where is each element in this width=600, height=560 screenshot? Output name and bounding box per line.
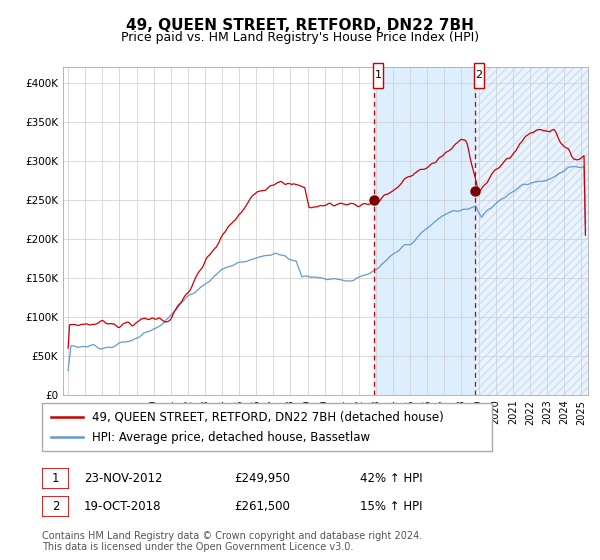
Text: 2: 2: [52, 500, 59, 514]
Text: HPI: Average price, detached house, Bassetlaw: HPI: Average price, detached house, Bass…: [92, 431, 370, 444]
Bar: [475, 67, 588, 395]
Text: £249,950: £249,950: [234, 472, 290, 486]
Text: 49, QUEEN STREET, RETFORD, DN22 7BH: 49, QUEEN STREET, RETFORD, DN22 7BH: [126, 18, 474, 33]
Text: 1: 1: [374, 71, 382, 81]
FancyBboxPatch shape: [373, 63, 383, 88]
Text: 23-NOV-2012: 23-NOV-2012: [84, 472, 163, 486]
Bar: [374, 67, 475, 395]
Text: 19-OCT-2018: 19-OCT-2018: [84, 500, 161, 514]
FancyBboxPatch shape: [474, 63, 484, 88]
Text: £261,500: £261,500: [234, 500, 290, 514]
Text: 2: 2: [475, 71, 482, 81]
Text: 15% ↑ HPI: 15% ↑ HPI: [360, 500, 422, 514]
Text: Price paid vs. HM Land Registry's House Price Index (HPI): Price paid vs. HM Land Registry's House …: [121, 31, 479, 44]
Text: 1: 1: [52, 472, 59, 486]
Text: 49, QUEEN STREET, RETFORD, DN22 7BH (detached house): 49, QUEEN STREET, RETFORD, DN22 7BH (det…: [92, 410, 443, 423]
Text: Contains HM Land Registry data © Crown copyright and database right 2024.
This d: Contains HM Land Registry data © Crown c…: [42, 531, 422, 553]
Text: 42% ↑ HPI: 42% ↑ HPI: [360, 472, 422, 486]
